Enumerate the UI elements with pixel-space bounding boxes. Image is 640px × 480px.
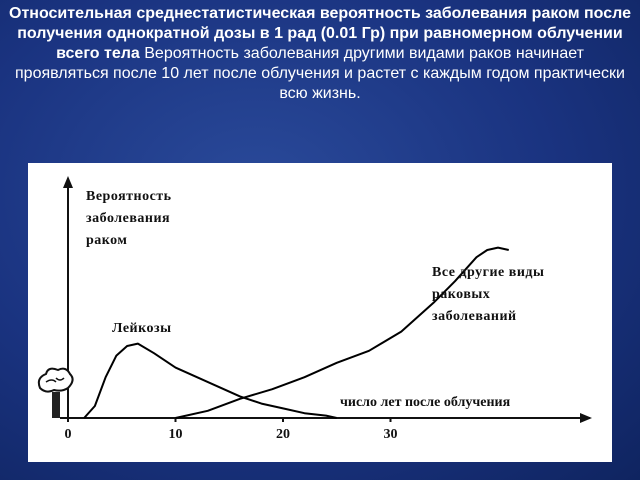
series-line [175, 246, 509, 419]
series-label: Все другие виды раковых заболеваний [432, 265, 545, 324]
slide-title: Относительная среднестатистическая вероя… [8, 4, 632, 104]
x-axis-arrow [580, 413, 592, 423]
series-label: Лейкозы [112, 321, 172, 336]
y-axis-label: Вероятность заболевания раком [86, 189, 172, 248]
x-axis-label: число лет после облучения [340, 395, 511, 410]
x-tick-label: 20 [276, 427, 290, 442]
title-text: Вероятность заболевания другими видами р… [15, 45, 625, 102]
x-tick-label: 30 [384, 427, 398, 442]
x-tick-label: 10 [169, 427, 183, 442]
explosion-icon [37, 367, 74, 418]
chart-panel [28, 163, 612, 462]
y-axis-arrow [63, 176, 73, 188]
x-tick-label: 0 [65, 427, 72, 442]
series-line [83, 342, 337, 419]
title-bold: Относительная среднестатистическая вероя… [9, 5, 631, 62]
